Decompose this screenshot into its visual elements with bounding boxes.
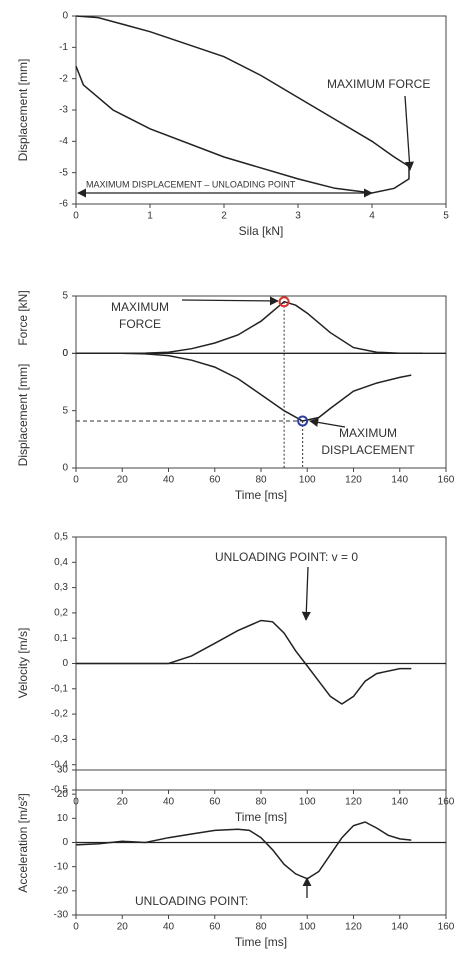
annotation: MAXIMUM <box>339 426 397 440</box>
y-tick-label: -3 <box>59 105 68 116</box>
peak-marker <box>278 296 290 308</box>
y-axis-label: Acceleration [m/s²] <box>16 793 30 892</box>
y-tick-label: 0 <box>62 348 68 359</box>
x-tick-label: 1 <box>147 211 153 222</box>
x-tick-label: 80 <box>255 475 267 486</box>
annotation-arrow <box>301 566 311 621</box>
x-tick-label: 3 <box>295 211 301 222</box>
y-tick-label: -20 <box>54 885 69 896</box>
x-tick-label: 0 <box>73 211 79 222</box>
x-tick-label: 60 <box>209 475 221 486</box>
y-tick-label: 0,3 <box>54 582 68 593</box>
x-tick-label: 140 <box>391 922 408 933</box>
y-tick-label: -0,4 <box>51 759 69 770</box>
x-tick-label: 100 <box>299 797 316 808</box>
x-tick-label: 0 <box>73 475 79 486</box>
y-tick-label: -0,2 <box>51 709 69 720</box>
y-tick-label: 0,5 <box>54 532 68 543</box>
y-tick-label: 0 <box>62 11 68 22</box>
x-tick-label: 40 <box>163 922 175 933</box>
annotation: UNLOADING POINT: <box>135 894 248 908</box>
annotation: DISPLACEMENT <box>321 443 415 457</box>
y-tick-label: 30 <box>57 765 69 776</box>
x-tick-label: 20 <box>117 475 129 486</box>
y-axis-label: Displacement [mm] <box>16 59 30 162</box>
y-tick-label: 0 <box>62 837 68 848</box>
x-tick-label: 120 <box>345 922 362 933</box>
y-tick-label: -30 <box>54 910 69 921</box>
y-tick-label: -0,3 <box>51 734 69 745</box>
x-tick-label: 120 <box>345 797 362 808</box>
y-tick-label: 20 <box>57 789 69 800</box>
y-tick-label: 10 <box>57 813 69 824</box>
x-tick-label: 4 <box>369 211 375 222</box>
y-tick-label: -2 <box>59 73 68 84</box>
data-line <box>76 619 412 705</box>
x-tick-label: 140 <box>391 475 408 486</box>
data-line <box>75 821 412 880</box>
annotation-arrow <box>309 417 346 428</box>
x-tick-label: 60 <box>209 797 221 808</box>
x-tick-label: 160 <box>438 475 455 486</box>
x-tick-label: 5 <box>443 211 449 222</box>
annotation: UNLOADING POINT: v = 0 <box>215 550 358 564</box>
x-tick-label: 20 <box>117 922 129 933</box>
data-line <box>76 352 412 422</box>
x-tick-label: 100 <box>299 475 316 486</box>
x-tick-label: 80 <box>255 797 267 808</box>
y-tick-label: -5 <box>59 167 68 178</box>
x-tick-label: 60 <box>209 922 221 933</box>
x-tick-label: 80 <box>255 922 267 933</box>
x-axis-label: Time [ms] <box>235 935 287 949</box>
annotation: FORCE <box>119 317 161 331</box>
y-tick-label: -1 <box>59 42 68 53</box>
x-axis-label: Time [ms] <box>235 488 287 502</box>
y-tick-label: -6 <box>59 199 68 210</box>
x-tick-label: 100 <box>299 922 316 933</box>
y-axis-label: Force [kN] <box>16 290 30 345</box>
y-tick-label: -0,1 <box>51 683 69 694</box>
y-tick-label: -4 <box>59 136 68 147</box>
y-tick-label: 0 <box>62 658 68 669</box>
y-tick-label: -10 <box>54 861 69 872</box>
x-tick-label: 140 <box>391 797 408 808</box>
x-tick-label: 2 <box>221 211 227 222</box>
annotation: MAXIMUM FORCE <box>327 77 430 91</box>
y-tick-label: 0 <box>62 463 68 474</box>
x-tick-label: 160 <box>438 922 455 933</box>
y-tick-label: 5 <box>62 291 68 302</box>
y-tick-label: 0,2 <box>54 608 68 619</box>
plot-frame <box>75 15 447 205</box>
y-tick-label: 0 <box>62 348 68 359</box>
y-tick-label: 5 <box>62 405 68 416</box>
y-axis-label: Velocity [m/s] <box>16 628 30 699</box>
peak-marker <box>297 415 309 427</box>
annotation: MAXIMUM <box>111 300 169 314</box>
annotation: MAXIMUM DISPLACEMENT – UNLOADING POINT <box>86 179 296 189</box>
y-tick-label: 0,1 <box>54 633 68 644</box>
x-tick-label: 40 <box>163 797 175 808</box>
annotation-arrow <box>181 296 279 306</box>
y-axis-label: Displacement [mm] <box>16 364 30 467</box>
y-tick-label: -0,5 <box>51 785 69 796</box>
data-line <box>75 15 410 194</box>
x-tick-label: 120 <box>345 475 362 486</box>
x-tick-label: 40 <box>163 475 175 486</box>
y-tick-label: 0,4 <box>54 557 68 568</box>
x-axis-label: Time [ms] <box>235 810 287 824</box>
x-axis-label: Sila [kN] <box>239 224 284 238</box>
x-tick-label: 20 <box>117 797 129 808</box>
annotation-arrow <box>404 95 414 171</box>
x-tick-label: 0 <box>73 922 79 933</box>
